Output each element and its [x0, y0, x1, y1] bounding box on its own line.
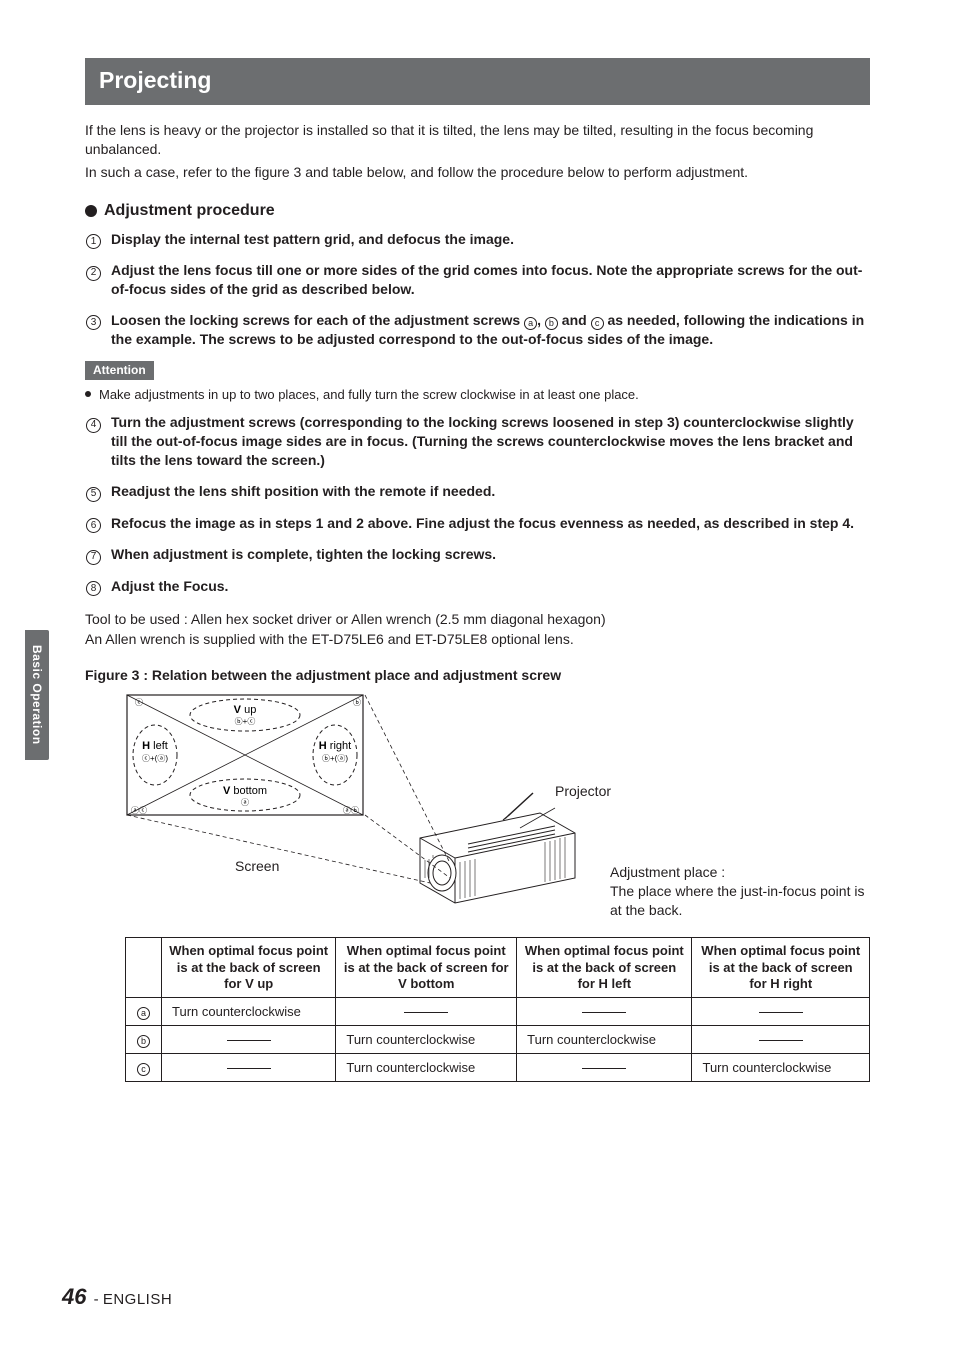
page-language: ENGLISH: [103, 1291, 172, 1308]
table-header: When optimal focus point is at the back …: [692, 938, 870, 998]
step-number-icon: 3: [86, 315, 101, 330]
step-number-icon: 7: [86, 550, 101, 565]
table-row: aTurn counterclockwise: [126, 998, 870, 1026]
screw-a-icon: a: [524, 317, 537, 330]
step-number-icon: 1: [86, 234, 101, 249]
table-row-key: a: [126, 998, 162, 1026]
tool-line-1: Tool to be used : Allen hex socket drive…: [85, 610, 870, 630]
step-text: Adjust the lens focus till one or more s…: [111, 261, 870, 299]
page-title: Projecting: [85, 58, 870, 105]
tool-note: Tool to be used : Allen hex socket drive…: [85, 610, 870, 649]
table-row: c Turn counterclockwise Turn counterclockw…: [126, 1054, 870, 1082]
screen-label: Screen: [235, 858, 279, 874]
step-text: Loosen the locking screws for each of th…: [111, 311, 870, 349]
table-cell: [692, 1026, 870, 1054]
step-1: 1 Display the internal test pattern grid…: [85, 230, 870, 250]
adjustment-table: When optimal focus point is at the back …: [125, 937, 870, 1082]
step-5: 5 Readjust the lens shift position with …: [85, 482, 870, 502]
step-number-icon: 4: [86, 418, 101, 433]
step-text: When adjustment is complete, tighten the…: [111, 545, 496, 565]
step-6: 6 Refocus the image as in steps 1 and 2 …: [85, 514, 870, 534]
table-cell: [517, 998, 692, 1026]
step-number-icon: 5: [86, 487, 101, 502]
projector-label: Projector: [555, 783, 611, 799]
attention-text: Make adjustments in up to two places, an…: [99, 386, 639, 404]
intro-text-1: If the lens is heavy or the projector is…: [85, 121, 870, 159]
step-8: 8 Adjust the Focus.: [85, 577, 870, 597]
table-cell: Turn counterclockwise: [692, 1054, 870, 1082]
table-cell: Turn counterclockwise: [517, 1026, 692, 1054]
step-text: Adjust the Focus.: [111, 577, 228, 597]
section-tab: Basic Operation: [25, 630, 49, 760]
step-number-icon: 2: [86, 266, 101, 281]
bullet-icon: [85, 391, 91, 397]
bullet-icon: [85, 205, 97, 217]
tool-line-2: An Allen wrench is supplied with the ET-…: [85, 630, 870, 650]
attention-label: Attention: [85, 361, 154, 380]
table-row-key: b: [126, 1026, 162, 1054]
attention-item: Make adjustments in up to two places, an…: [85, 386, 870, 404]
adjustment-heading: Adjustment procedure: [85, 202, 870, 220]
step-text: Display the internal test pattern grid, …: [111, 230, 514, 250]
adjustment-heading-text: Adjustment procedure: [104, 202, 275, 220]
table-header-row: When optimal focus point is at the back …: [126, 938, 870, 998]
step-2: 2 Adjust the lens focus till one or more…: [85, 261, 870, 299]
table-cell: Turn counterclockwise: [336, 1054, 517, 1082]
manual-page: Basic Operation Projecting If the lens i…: [0, 0, 954, 1350]
step-number-icon: 8: [86, 581, 101, 596]
page-number-value: 46: [62, 1284, 86, 1309]
table-cell: [336, 998, 517, 1026]
screw-b-icon: b: [545, 317, 558, 330]
table-cell: Turn counterclockwise: [336, 1026, 517, 1054]
step-7: 7 When adjustment is complete, tighten t…: [85, 545, 870, 565]
table-header: When optimal focus point is at the back …: [162, 938, 336, 998]
step-text: Readjust the lens shift position with th…: [111, 482, 495, 502]
table-row: b Turn counterclockwiseTurn counterclockw…: [126, 1026, 870, 1054]
step-text: Turn the adjustment screws (correspondin…: [111, 413, 870, 470]
attention-box: Attention: [85, 361, 870, 380]
page-content: Projecting If the lens is heavy or the p…: [85, 58, 870, 1082]
screw-c-icon: c: [591, 317, 604, 330]
section-tab-label: Basic Operation: [30, 645, 44, 745]
table-header: When optimal focus point is at the back …: [517, 938, 692, 998]
step-number-icon: 6: [86, 518, 101, 533]
table-header: When optimal focus point is at the back …: [336, 938, 517, 998]
table-cell: [162, 1054, 336, 1082]
table-cell: [162, 1026, 336, 1054]
table-cell: Turn counterclockwise: [162, 998, 336, 1026]
figure-3: V up ⓑ+ⓒ V bottom ⓐ H left ⓒ+(ⓐ) H right…: [85, 693, 870, 923]
table-cell: [692, 998, 870, 1026]
step-4: 4 Turn the adjustment screws (correspond…: [85, 413, 870, 470]
page-number: 46 - ENGLISH: [62, 1284, 172, 1310]
figure-caption: Figure 3 : Relation between the adjustme…: [85, 667, 870, 683]
step-3: 3 Loosen the locking screws for each of …: [85, 311, 870, 349]
projection-lines-icon: [125, 693, 565, 923]
table-row-key: c: [126, 1054, 162, 1082]
step-text: Refocus the image as in steps 1 and 2 ab…: [111, 514, 854, 534]
table-cell: [517, 1054, 692, 1082]
adjustment-place-label: Adjustment place : The place where the j…: [610, 863, 870, 920]
intro-text-2: In such a case, refer to the figure 3 an…: [85, 163, 870, 182]
